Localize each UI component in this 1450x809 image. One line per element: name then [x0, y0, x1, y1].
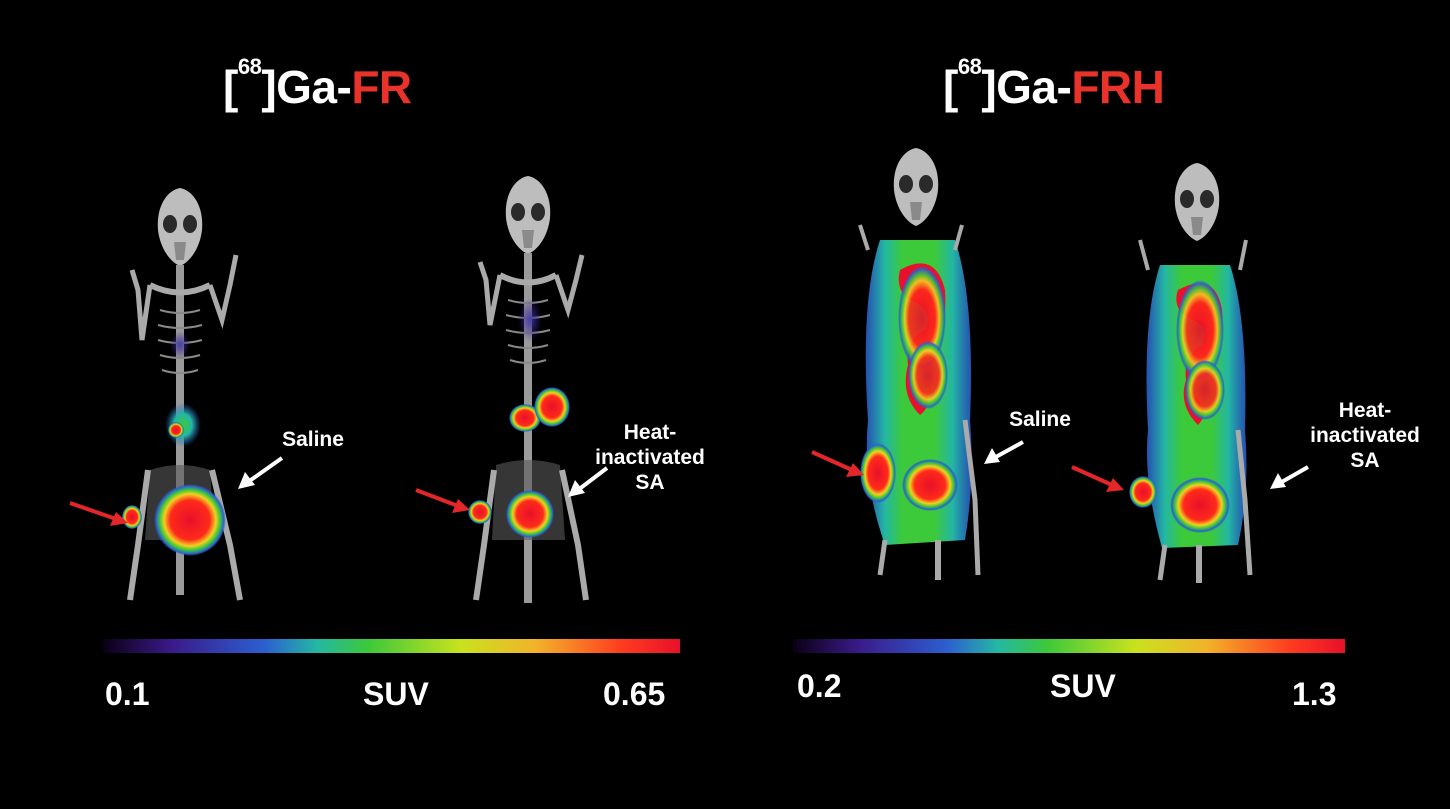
panel-title-fr: [68]Ga-FR: [223, 54, 412, 113]
colorbar-max-label: 0.65: [603, 676, 666, 712]
colorbar-fr: [103, 639, 680, 653]
mouse-frh-saline: [858, 148, 981, 580]
label-heat-inactivated: Heat- inactivated SA: [1310, 399, 1420, 472]
white-arrow-icon: [238, 456, 284, 489]
mouse-frh-heat-inactivated: [1129, 163, 1253, 583]
white-arrow-icon: [984, 440, 1024, 464]
colorbar-min-label: 0.1: [105, 676, 150, 712]
panel-title-frh: [68]Ga-FRH: [943, 54, 1165, 113]
red-arrow-icon: [69, 501, 128, 526]
white-arrow-icon: [568, 466, 609, 497]
colorbar-max-label: 1.3: [1292, 676, 1337, 712]
red-arrow-icon: [415, 488, 470, 513]
colorbar-unit-label: SUV: [1050, 668, 1116, 704]
colorbar-min-label: 0.2: [797, 668, 842, 704]
mouse-fr-heat-inactivated: [468, 176, 589, 603]
mouse-fr-saline: [122, 188, 243, 601]
label-saline: Saline: [282, 428, 344, 451]
red-arrow-icon: [1071, 465, 1124, 492]
label-saline: Saline: [1009, 408, 1071, 431]
white-arrow-icon: [1270, 465, 1309, 489]
red-arrow-icon: [811, 450, 864, 477]
label-heat-inactivated: Heat- inactivated SA: [595, 421, 705, 494]
colorbar-unit-label: SUV: [363, 676, 429, 712]
colorbar-frh: [793, 639, 1345, 653]
